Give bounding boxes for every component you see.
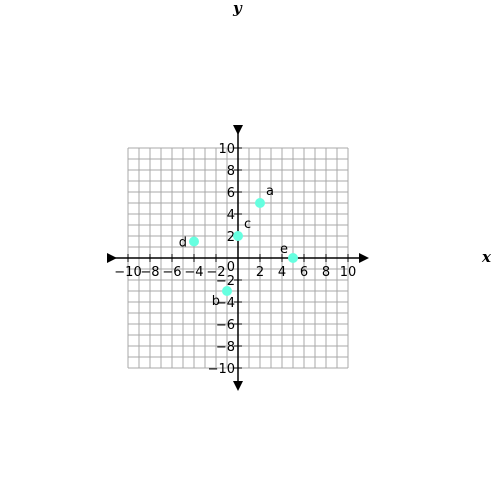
y-tick-label: 6 bbox=[227, 186, 235, 201]
y-tick-label: 8 bbox=[227, 164, 235, 179]
data-point-e bbox=[288, 253, 298, 263]
data-point-a bbox=[255, 198, 265, 208]
x-tick-label: −2 bbox=[206, 265, 225, 280]
data-point-b bbox=[222, 286, 232, 296]
x-tick-label: 2 bbox=[256, 265, 264, 280]
x-tick-label: 8 bbox=[322, 265, 330, 280]
y-tick-label: −6 bbox=[216, 318, 235, 333]
x-axis-label: x bbox=[481, 248, 491, 266]
y-tick-label: 10 bbox=[218, 142, 235, 157]
y-tick-label: 4 bbox=[227, 208, 235, 223]
data-point-d bbox=[189, 236, 199, 247]
y-tick-label: −4 bbox=[216, 296, 235, 311]
point-label-e: e bbox=[280, 242, 288, 257]
x-tick-label: 10 bbox=[340, 265, 357, 280]
x-tick-label: −6 bbox=[162, 265, 181, 280]
x-tick-label: 4 bbox=[278, 265, 286, 280]
data-point-c bbox=[233, 231, 243, 241]
y-axis-label: y bbox=[232, 0, 243, 17]
origin-label: 0 bbox=[227, 260, 235, 275]
x-tick-label: −10 bbox=[114, 265, 141, 280]
point-label-b: b bbox=[212, 294, 220, 309]
axes bbox=[107, 125, 369, 391]
y-tick-label: −10 bbox=[208, 362, 235, 377]
y-tick-label: −2 bbox=[216, 274, 235, 289]
data-points: a b c d e bbox=[179, 184, 298, 309]
x-tick-label: −8 bbox=[140, 265, 159, 280]
y-tick-label: 2 bbox=[227, 230, 235, 245]
x-tick-label: 6 bbox=[300, 265, 308, 280]
point-label-c: c bbox=[244, 217, 251, 232]
point-label-d: d bbox=[179, 236, 187, 251]
x-tick-label: −4 bbox=[184, 265, 203, 280]
y-tick-label: −8 bbox=[216, 340, 235, 355]
point-label-a: a bbox=[266, 184, 274, 199]
